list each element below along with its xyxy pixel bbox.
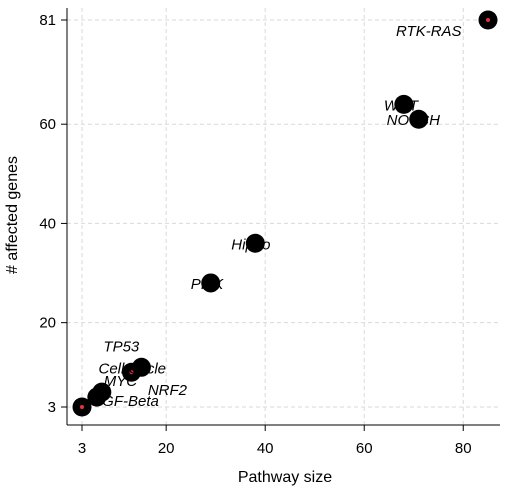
point-label: PI3K xyxy=(191,276,225,293)
point-label: Hippo xyxy=(231,236,270,253)
grid-lines xyxy=(67,8,500,425)
y-tick-label: 3 xyxy=(48,399,56,416)
point-label: RTK-RAS xyxy=(396,23,462,40)
y-axis-ticks: 3 20 40 60 81 xyxy=(39,12,67,416)
data-points xyxy=(72,10,498,417)
x-tick-label: 40 xyxy=(257,440,274,457)
data-point-highlight xyxy=(80,405,84,409)
y-tick-label: 20 xyxy=(39,315,56,332)
data-point-highlight xyxy=(486,18,490,22)
x-tick-label: 80 xyxy=(455,440,472,457)
data-point xyxy=(394,94,414,114)
point-label: Cell Cycle xyxy=(99,360,167,377)
y-axis-title: # affected genes xyxy=(4,156,21,274)
point-label: TP53 xyxy=(103,338,140,355)
data-point xyxy=(87,387,107,407)
y-tick-label: 60 xyxy=(39,116,56,133)
point-label: NOTCH xyxy=(387,112,440,129)
x-tick-label: 20 xyxy=(158,440,175,457)
point-label: TGF-Beta xyxy=(93,393,159,410)
axes xyxy=(66,8,500,426)
x-axis-title: Pathway size xyxy=(238,469,332,486)
point-label: NRF2 xyxy=(148,382,188,399)
x-tick-label: 60 xyxy=(356,440,373,457)
data-point xyxy=(201,273,221,293)
data-point xyxy=(409,109,429,129)
data-point-highlight xyxy=(129,370,134,375)
x-axis-ticks: 3 20 40 60 80 xyxy=(78,425,472,457)
x-tick-label: 3 xyxy=(78,440,86,457)
y-tick-label: 81 xyxy=(39,12,56,29)
point-label: WNT xyxy=(384,97,420,114)
data-point xyxy=(245,233,265,253)
point-label: MYC xyxy=(104,373,137,390)
y-tick-label: 40 xyxy=(39,215,56,232)
